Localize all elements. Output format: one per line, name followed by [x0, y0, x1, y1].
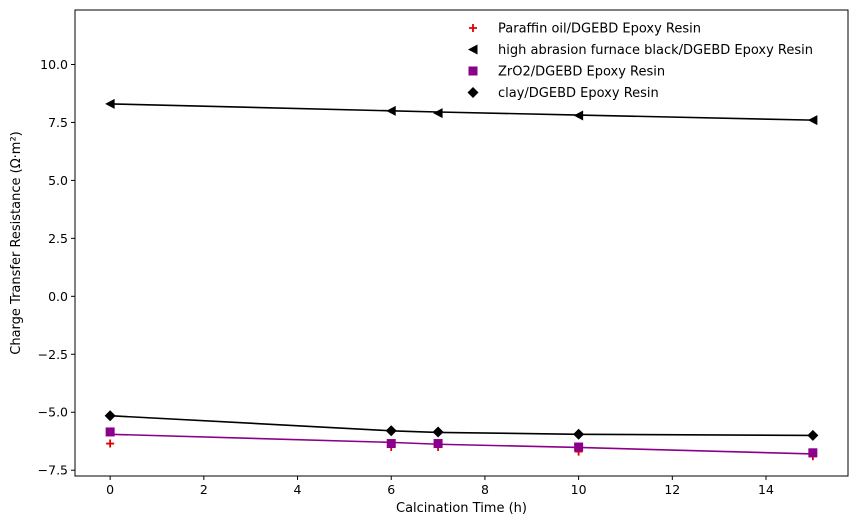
- legend-marker: [468, 44, 478, 55]
- fit-line-series-1: [110, 103, 813, 121]
- data-point-series-1: [386, 105, 396, 116]
- legend-label: clay/DGEBD Epoxy Resin: [498, 86, 659, 101]
- data-point-series-3: [104, 410, 116, 422]
- legend: Paraffin oil/DGEBD Epoxy Resin high abras…: [467, 22, 813, 101]
- x-axis-label: Calcination Time (h): [396, 501, 527, 516]
- x-tick-label: 4: [294, 482, 302, 497]
- fit-line-series-2: [110, 433, 813, 455]
- legend-item: clay/DGEBD Epoxy Resin: [467, 86, 659, 101]
- data-point-series-2: [574, 442, 584, 452]
- data-markers: [104, 98, 819, 461]
- x-tick-label: 8: [481, 482, 489, 497]
- data-point-series-3: [573, 428, 585, 440]
- y-axis-label: Charge Transfer Resistance (Ω·m²): [9, 131, 24, 354]
- data-point-series-3: [432, 426, 444, 438]
- x-tick-label: 6: [387, 482, 395, 497]
- data-point-series-2: [433, 439, 443, 449]
- data-point-series-1: [807, 115, 818, 126]
- x-tick-label: 10: [571, 482, 587, 497]
- data-point-series-0: [106, 439, 115, 448]
- data-point-series-2: [105, 427, 115, 437]
- data-point-series-2: [808, 448, 818, 458]
- y-tick-label: 0.0: [48, 289, 68, 304]
- legend-marker: [467, 87, 479, 98]
- data-point-series-1: [573, 110, 584, 121]
- legend-item: ZrO2/DGEBD Epoxy Resin: [468, 65, 665, 80]
- y-tick-label: 5.0: [48, 173, 68, 188]
- plot-frame: [74, 9, 849, 477]
- x-tick-label: 0: [106, 482, 114, 497]
- legend-label: ZrO2/DGEBD Epoxy Resin: [498, 65, 665, 80]
- legend-label: Paraffin oil/DGEBD Epoxy Resin: [498, 22, 701, 37]
- x-axis: 0 2 4 6 8 10 12 14: [106, 476, 774, 497]
- y-tick-label: 10.0: [40, 57, 68, 72]
- y-tick-label: −5.0: [38, 405, 68, 420]
- data-point-series-1: [433, 108, 443, 119]
- legend-item: high abrasion furnace black/DGEBD Epoxy …: [468, 43, 813, 58]
- y-tick-label: −7.5: [38, 463, 68, 478]
- y-axis: −7.5 −5.0 −2.5 0.0 2.5 5.0 7.5 10.0: [38, 57, 75, 478]
- fit-line-series-3: [110, 414, 813, 437]
- fit-lines: [110, 103, 813, 455]
- y-tick-label: −2.5: [38, 347, 68, 362]
- y-tick-label: 7.5: [48, 115, 68, 130]
- legend-marker: [468, 66, 478, 76]
- legend-label: high abrasion furnace black/DGEBD Epoxy …: [498, 43, 813, 58]
- x-tick-label: 14: [758, 482, 774, 497]
- y-tick-label: 2.5: [48, 231, 68, 246]
- data-point-series-3: [385, 425, 397, 437]
- legend-marker: [469, 24, 477, 32]
- data-point-series-2: [386, 439, 396, 449]
- x-tick-label: 2: [200, 482, 208, 497]
- x-tick-label: 12: [664, 482, 680, 497]
- data-point-series-3: [807, 429, 819, 441]
- legend-item: Paraffin oil/DGEBD Epoxy Resin: [469, 22, 701, 37]
- data-point-series-1: [105, 98, 115, 109]
